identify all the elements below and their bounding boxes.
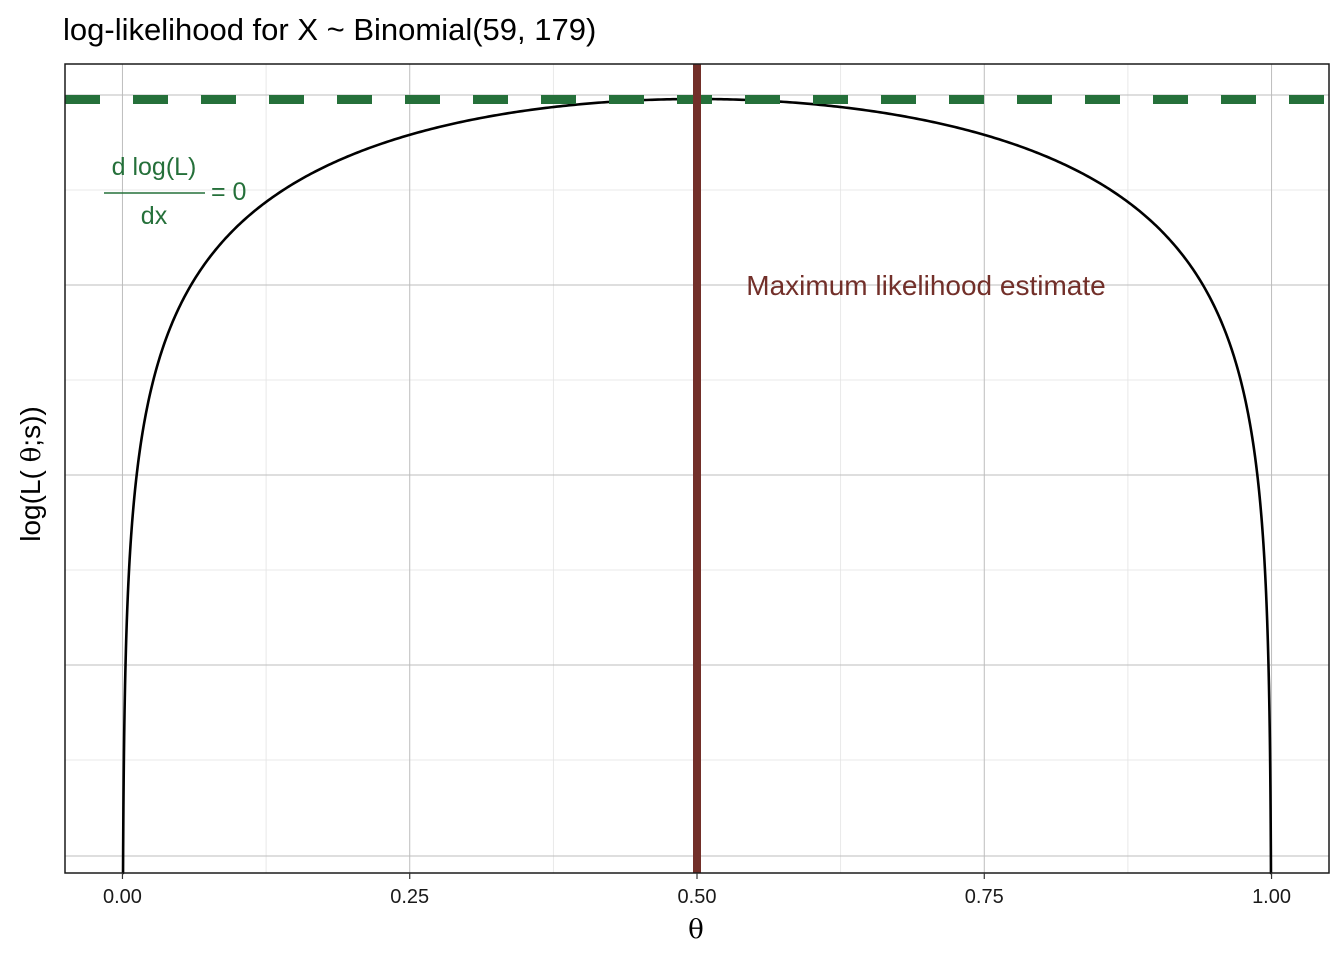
x-tick-label-0: 0.00: [103, 886, 142, 908]
y-axis-title-symbol: θ: [17, 447, 47, 463]
derivative-equals-zero: = 0: [211, 178, 246, 206]
mle-label: Maximum likelihood estimate: [746, 270, 1105, 301]
derivative-numerator: d log(L): [112, 153, 197, 181]
x-axis: 0.00 0.25 0.50 0.75 1.00: [103, 873, 1291, 908]
annotation-layer: d log(L) dx = 0 Maximum likelihood estimate: [65, 64, 1329, 873]
chart-title: log-likelihood for X ~ Binomial(59, 179): [63, 12, 596, 47]
y-axis-title-prefix: log(L(: [15, 462, 46, 541]
x-tick-label-4: 1.00: [1252, 886, 1291, 908]
x-tick-label-3: 0.75: [965, 886, 1004, 908]
x-tick-label-2: 0.50: [678, 886, 717, 908]
x-tick-label-1: 0.25: [390, 886, 429, 908]
y-axis-title-suffix: ;s)): [15, 406, 46, 446]
derivative-denominator: dx: [141, 202, 168, 230]
x-axis-title: θ: [688, 915, 704, 945]
y-axis-title: log(L( θ;s)): [15, 406, 47, 541]
